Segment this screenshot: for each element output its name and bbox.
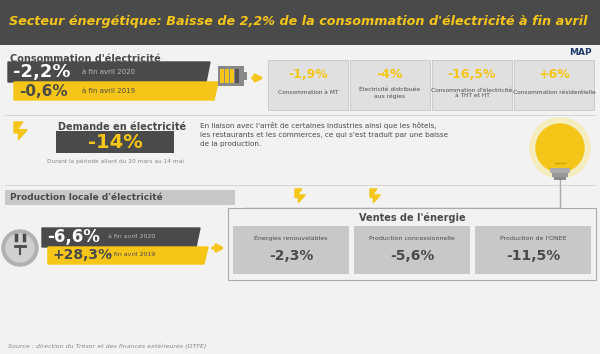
Bar [350,60,430,110]
Text: -4%: -4% [377,69,403,81]
Text: En liaison avec l'arrêt de certaines industries ainsi que les hôtels,
les restau: En liaison avec l'arrêt de certaines ind… [200,122,448,147]
Polygon shape [295,189,305,202]
Text: -11,5%: -11,5% [506,249,560,263]
Text: -2,3%: -2,3% [269,249,313,263]
Bar [552,173,568,177]
Circle shape [6,234,34,262]
Text: Production concessionnelle: Production concessionnelle [369,235,455,240]
Text: -5,6%: -5,6% [390,249,434,263]
Text: Consommation d'électricité: Consommation d'électricité [10,54,161,64]
Text: -2,2%: -2,2% [13,63,71,81]
Polygon shape [14,122,27,139]
Bar [354,226,470,274]
Text: Consommation résidentielle: Consommation résidentielle [512,91,595,96]
Text: Production de l'ONEE: Production de l'ONEE [500,235,566,240]
Bar [554,177,566,180]
Text: -6,6%: -6,6% [47,228,100,246]
Text: -1,9%: -1,9% [288,69,328,81]
Text: +6%: +6% [538,69,570,81]
Text: Électricité distribuée
aux régies: Électricité distribuée aux régies [359,87,421,99]
Text: à fin avril 2020: à fin avril 2020 [108,234,155,240]
Polygon shape [48,247,208,264]
Bar [233,226,349,274]
Text: Source : direction du Trésor et des finances extérieures (DTFE): Source : direction du Trésor et des fina… [8,343,206,349]
Text: Durant la période allant du 20 mars au 14 mai: Durant la période allant du 20 mars au 1… [47,158,184,164]
Bar [550,168,570,173]
Bar [0,0,600,45]
Bar [56,131,174,153]
Text: Production locale d'électricité: Production locale d'électricité [10,193,163,201]
Bar [225,69,229,83]
Bar [220,69,224,83]
Bar [475,226,591,274]
Text: à fin avril 2019: à fin avril 2019 [108,252,155,257]
Text: Ventes de l'énergie: Ventes de l'énergie [359,213,466,223]
Polygon shape [42,228,200,247]
Text: MAP: MAP [569,48,592,57]
Text: Consommation à MT: Consommation à MT [278,91,338,96]
Bar [244,72,247,80]
Text: Demande en électricité: Demande en électricité [58,122,186,132]
Circle shape [536,124,584,172]
Polygon shape [14,82,218,100]
Text: +28,3%: +28,3% [53,248,113,262]
Bar [235,69,239,83]
Bar [5,190,235,205]
Text: Consommation d'électricité
à THT et HT: Consommation d'électricité à THT et HT [431,87,512,98]
Text: -16,5%: -16,5% [448,69,496,81]
Bar [514,60,594,110]
Text: Énergies renouvelables: Énergies renouvelables [254,235,328,241]
Circle shape [2,230,38,266]
Bar [432,60,512,110]
Circle shape [530,118,590,178]
Bar [268,60,348,110]
Bar [230,69,234,83]
Bar [218,66,244,86]
Bar [228,208,596,280]
Text: à fin avril 2019: à fin avril 2019 [82,88,135,94]
Polygon shape [370,189,380,202]
Text: à fin avril 2020: à fin avril 2020 [82,69,135,75]
Text: -14%: -14% [88,132,142,152]
Text: -0,6%: -0,6% [19,84,68,98]
Text: Secteur énergétique: Baisse de 2,2% de la consommation d'électricité à fin avril: Secteur énergétique: Baisse de 2,2% de l… [9,16,587,29]
Polygon shape [8,62,210,82]
